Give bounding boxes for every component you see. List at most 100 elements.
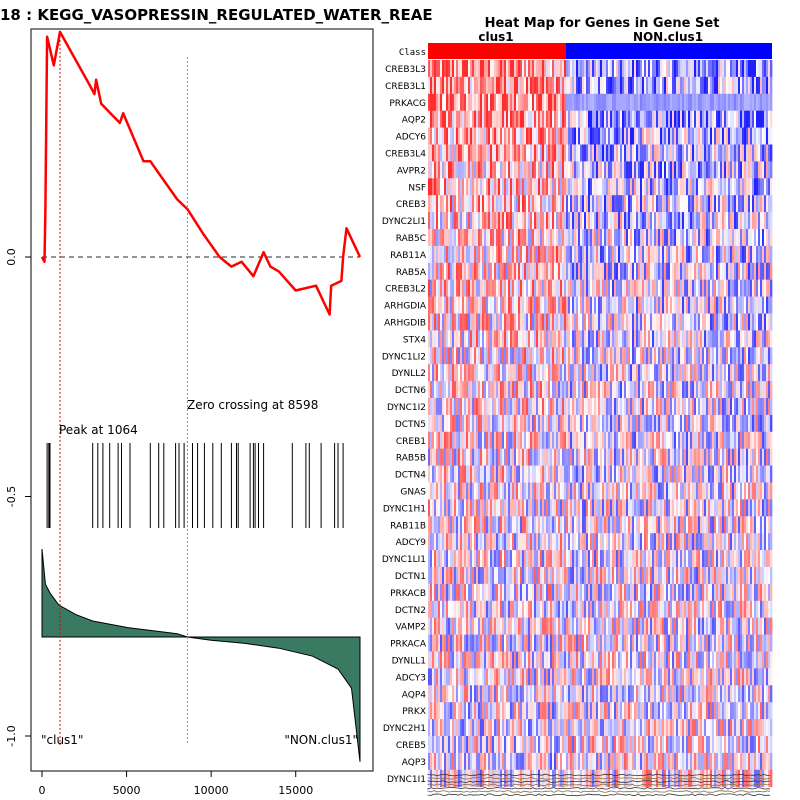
- heatmap-cell: [506, 448, 509, 466]
- heatmap-cell: [534, 364, 537, 382]
- heatmap-cell: [548, 381, 551, 399]
- heatmap-cell: [586, 398, 589, 416]
- heatmap-cell: [662, 93, 665, 112]
- heatmap-cell: [684, 262, 687, 281]
- heatmap-cell: [444, 431, 447, 450]
- heatmap-cell: [666, 448, 669, 466]
- heatmap-cell: [710, 347, 713, 365]
- heatmap-cell: [636, 93, 639, 112]
- heatmap-cell: [588, 262, 591, 281]
- heatmap-cell: [706, 330, 709, 348]
- heatmap-cell: [602, 245, 605, 264]
- heatmap-cell: [564, 330, 567, 348]
- heatmap-cell: [644, 229, 647, 247]
- heatmap-cell: [464, 60, 467, 78]
- heatmap-cell: [718, 110, 721, 128]
- heatmap-cell: [730, 144, 733, 162]
- heatmap-cell: [660, 161, 663, 179]
- heatmap-cell: [624, 313, 627, 331]
- heatmap-cell: [430, 398, 433, 416]
- heatmap-cell: [520, 465, 523, 483]
- heatmap-cell: [676, 398, 679, 416]
- heatmap-cell: [738, 93, 741, 112]
- heatmap-cell: [762, 330, 765, 348]
- heatmap-cell: [552, 229, 555, 247]
- heatmap-cell: [484, 381, 487, 399]
- heatmap-cell: [516, 398, 519, 416]
- heatmap-cell: [484, 195, 487, 213]
- heatmap-cell: [598, 195, 601, 213]
- heatmap-cell: [530, 76, 533, 95]
- heatmap-cell: [504, 178, 507, 196]
- heatmap-cell: [666, 347, 669, 365]
- heatmap-cell: [604, 144, 607, 162]
- heatmap-cell: [568, 313, 571, 331]
- heatmap-cell: [670, 398, 673, 416]
- heatmap-cell: [532, 93, 535, 112]
- heatmap-cell: [526, 313, 529, 331]
- heatmap-cell: [752, 110, 755, 128]
- heatmap-cell: [430, 127, 433, 145]
- heatmap-cell: [536, 229, 539, 247]
- heatmap-cell: [584, 364, 587, 382]
- heatmap-cell: [698, 364, 701, 382]
- heatmap-cell: [574, 330, 577, 348]
- heatmap-cell: [612, 229, 615, 247]
- heatmap-cell: [570, 381, 573, 399]
- heatmap-cell: [520, 516, 523, 534]
- heatmap-cell: [538, 533, 541, 551]
- heatmap-cell: [688, 178, 691, 196]
- heatmap-cell: [762, 499, 765, 517]
- heatmap-cell: [436, 76, 439, 95]
- heatmap-cell: [436, 465, 439, 483]
- heatmap-cell: [578, 60, 581, 78]
- heatmap-cell: [664, 93, 667, 112]
- heatmap-cell: [652, 533, 655, 551]
- heatmap-cell: [626, 178, 629, 196]
- heatmap-cell: [592, 381, 595, 399]
- heatmap-cell: [574, 279, 577, 297]
- heatmap-cell: [644, 347, 647, 365]
- heatmap-cell: [486, 195, 489, 213]
- heatmap-cell: [432, 465, 435, 483]
- heatmap-cell: [530, 533, 533, 551]
- heatmap-cell: [564, 516, 567, 534]
- heatmap-cell: [488, 262, 491, 281]
- heatmap-cell: [602, 195, 605, 213]
- heatmap-cell: [756, 448, 759, 466]
- heatmap-cell: [616, 482, 619, 500]
- heatmap-cell: [658, 448, 661, 466]
- heatmap-cell: [734, 347, 737, 365]
- heatmap-cell: [530, 279, 533, 297]
- heatmap-cell: [698, 212, 701, 230]
- heatmap-cell: [622, 245, 625, 264]
- heatmap-cell: [642, 60, 645, 78]
- heatmap-cell: [528, 414, 531, 433]
- heatmap-cell: [428, 262, 431, 281]
- heatmap-cell: [756, 93, 759, 112]
- heatmap-cell: [670, 431, 673, 450]
- heatmap-cell: [678, 161, 681, 179]
- heatmap-cell: [622, 127, 625, 145]
- heatmap-cell: [502, 212, 505, 230]
- heatmap-cell: [502, 279, 505, 297]
- heatmap-cell: [740, 330, 743, 348]
- heatmap-cell: [528, 178, 531, 196]
- heatmap-cell: [758, 279, 761, 297]
- heatmap-cell: [658, 212, 661, 230]
- heatmap-cell: [670, 516, 673, 534]
- heatmap-cell: [540, 431, 543, 450]
- heatmap-cell: [714, 499, 717, 517]
- heatmap-cell: [502, 127, 505, 145]
- heatmap-cell: [586, 262, 589, 281]
- heatmap-cell: [592, 465, 595, 483]
- heatmap-cell: [684, 144, 687, 162]
- heatmap-cell: [590, 533, 593, 551]
- heatmap-cell: [572, 364, 575, 382]
- heatmap-cell: [520, 245, 523, 264]
- heatmap-cell: [542, 448, 545, 466]
- heatmap-cell: [628, 229, 631, 247]
- heatmap-cell: [582, 330, 585, 348]
- heatmap-cell: [454, 229, 457, 247]
- heatmap-cell: [474, 93, 477, 112]
